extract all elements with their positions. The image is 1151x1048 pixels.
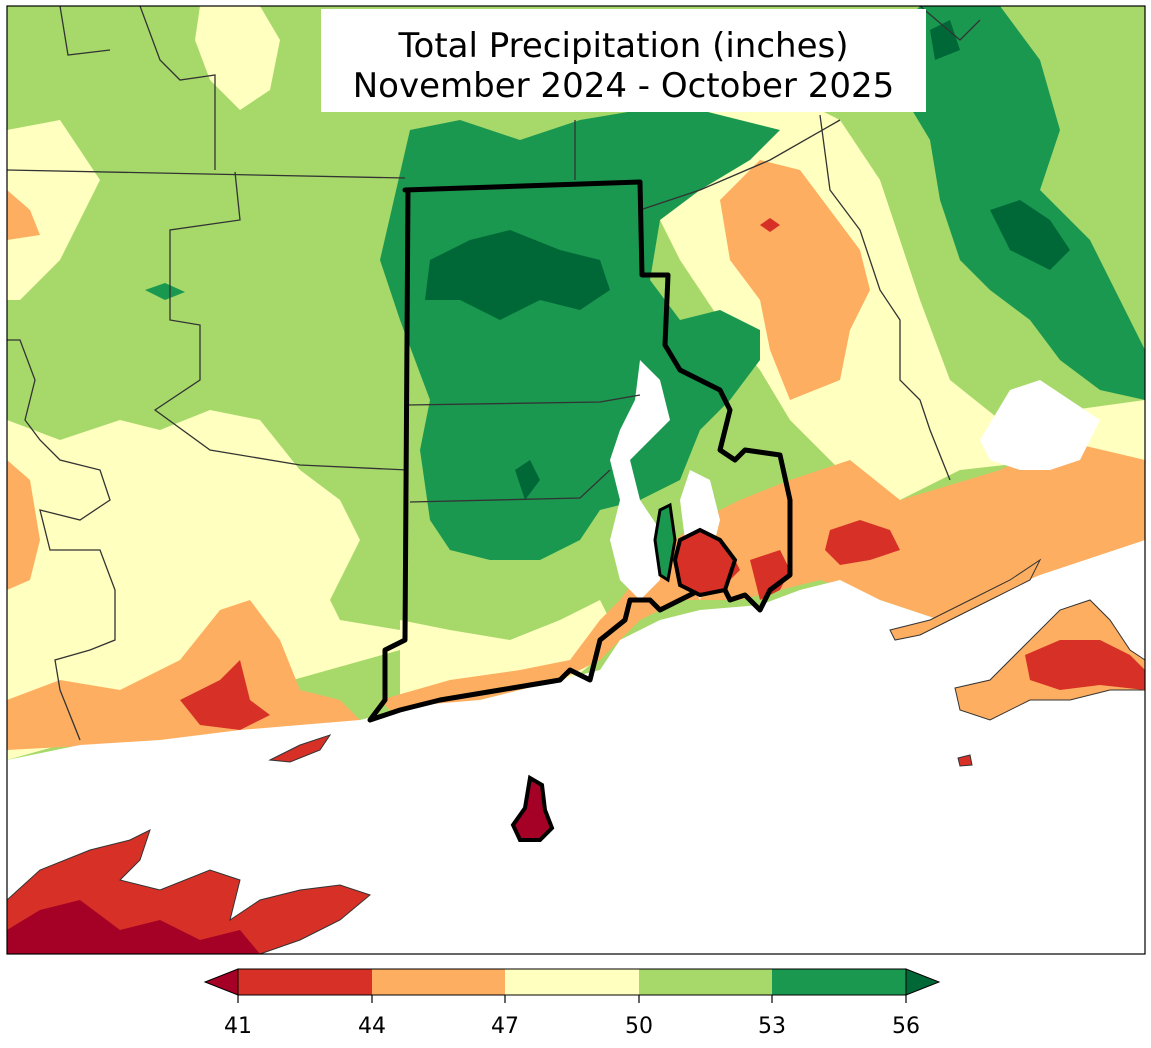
long-island-dark	[7, 900, 260, 954]
precip-zone-44-47-west	[7, 460, 40, 590]
colorbar-under-arrow	[203, 968, 239, 996]
title-line-1: Total Precipitation (inches)	[398, 26, 849, 66]
map-frame	[6, 5, 1146, 955]
county-boundaries	[7, 6, 981, 741]
colorbar-tick-label: 56	[892, 1014, 920, 1039]
precip-zone-53-56-small	[145, 283, 185, 300]
colorbar-tick-label: 41	[224, 1014, 252, 1039]
colorbar-outline	[237, 968, 907, 996]
colorbar-bin-47-50	[505, 969, 639, 995]
aquidneck-island	[672, 527, 738, 598]
colorbar-bin-41-44	[238, 969, 372, 995]
colorbar-tick-label: 47	[491, 1014, 519, 1039]
precip-zone-47-50-north	[195, 6, 280, 110]
colorbar-tick-label: 50	[625, 1014, 653, 1039]
small-island-east	[957, 754, 973, 767]
colorbar-bin-50-53	[639, 969, 772, 995]
block-island	[510, 774, 555, 842]
ocean-water	[7, 540, 1145, 954]
colorbar-ticks	[237, 995, 907, 1003]
colorbar-tick-label: 53	[758, 1014, 786, 1039]
map-title: Total Precipitation (inches) November 20…	[321, 9, 926, 112]
precip-zone-44-47-nw	[7, 190, 40, 240]
colorbar-over-arrow	[905, 968, 941, 996]
precip-zone-44-47-east	[720, 160, 870, 400]
precip-zone-41-44-east-3	[825, 520, 900, 565]
colorbar-bin-44-47	[372, 969, 505, 995]
marthas-vineyard-red	[1025, 640, 1145, 690]
elizabeth-islands	[889, 558, 1042, 641]
precip-zone-41-44-dot	[760, 218, 780, 232]
conanicut-island	[653, 502, 677, 583]
buzzards-bay	[980, 380, 1100, 470]
precip-zone-47-50-nw	[7, 120, 100, 300]
colorbar-bin-53-56	[772, 969, 906, 995]
precip-zone-over-56-central	[425, 230, 610, 320]
precip-zone-over-56-ne-2	[930, 20, 960, 60]
precip-zone-41-44-sw	[180, 660, 270, 730]
precip-zone-over-56-small	[515, 460, 540, 500]
precip-zone-44-47-sw	[7, 600, 360, 750]
precip-zone-over-56-ne	[990, 200, 1070, 270]
precip-zone-53-56-central	[380, 110, 780, 560]
precip-zone-47-50-west	[7, 410, 400, 760]
title-line-2: November 2024 - October 2025	[352, 66, 895, 106]
precip-zone-41-44-east-2	[750, 550, 790, 600]
colorbar-tick-label: 44	[358, 1014, 386, 1039]
colorbar	[203, 968, 941, 1003]
small-island-ct	[268, 734, 332, 763]
